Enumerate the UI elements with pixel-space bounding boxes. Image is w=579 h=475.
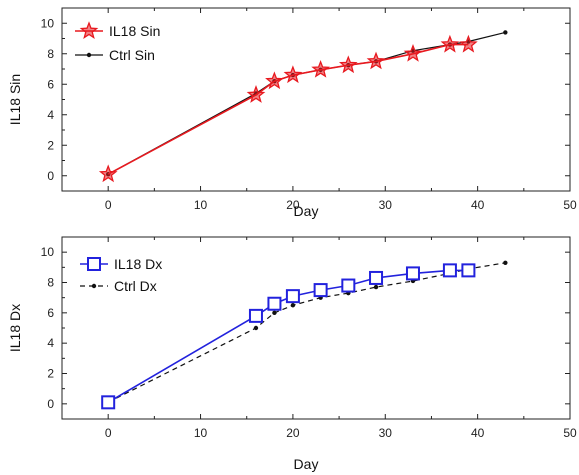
y-tick-label: 10 [41,16,55,30]
data-point [503,260,508,265]
data-point [267,296,282,311]
legend-label: Ctrl Dx [114,278,157,294]
legend-marker [79,21,99,39]
series-line-il18-sin [107,43,469,175]
y-tick-label: 0 [47,397,54,411]
data-point [311,59,330,78]
data-point [313,283,328,298]
y-tick-label: 4 [47,108,54,122]
legend-label: IL18 Sin [109,23,160,39]
data-point [248,308,263,323]
y-tick-label: 8 [47,47,54,61]
data-point [369,270,384,285]
x-tick-label: 50 [563,198,577,212]
legend-label: Ctrl Sin [109,47,155,63]
series-line-ctrl-dx [107,262,506,403]
data-point [272,310,277,316]
data-point [338,55,358,74]
legend-label: IL18 Dx [114,256,162,272]
data-point [461,263,476,278]
y-tick-label: 8 [47,276,54,290]
data-point [283,65,303,84]
legend-marker [87,257,101,271]
data-point [101,395,116,410]
x-tick-label: 20 [286,426,300,440]
y-tick-label: 6 [47,306,54,320]
data-point [403,43,423,62]
top-chart-panel: 0 10 20 30 40 50 0 2 4 6 8 10 Day IL18 Sin IL18 Sin Ctr… [7,7,577,219]
x-tick-label: 30 [379,426,393,440]
data-point [98,164,118,183]
x-tick-label: 30 [379,198,393,212]
x-tick-label: 0 [105,198,112,212]
data-point [366,51,386,70]
data-point [253,325,259,331]
y-axis-label: IL18 Dx [7,304,23,352]
series-line-il18-dx [107,269,469,403]
data-point [442,263,457,278]
data-point [503,30,508,35]
y-tick-label: 10 [41,245,55,259]
legend-marker [86,52,92,58]
y-tick-label: 2 [47,367,54,381]
y-tick-label: 2 [47,138,54,152]
x-tick-label: 40 [471,426,485,440]
legend-marker [91,283,97,289]
data-point [246,85,266,103]
x-tick-label: 10 [194,426,208,440]
bottom-chart-panel: 0 10 20 30 40 50 0 2 4 6 8 10 Day IL18 Dx IL18 Dx Ctrl … [7,236,577,472]
x-tick-label: 0 [105,426,112,440]
data-point [265,71,284,90]
y-tick-label: 0 [47,169,54,183]
x-tick-label: 50 [563,426,577,440]
data-point [373,284,379,290]
data-point [341,278,356,293]
x-tick-label: 20 [286,198,300,212]
x-axis-label: Day [294,203,319,219]
data-point [459,34,478,53]
x-tick-label: 10 [194,198,208,212]
data-point [290,303,296,308]
series-line-ctrl-sin [107,31,506,175]
y-tick-label: 6 [47,77,54,91]
y-tick-label: 4 [47,336,54,350]
x-tick-label: 40 [471,198,485,212]
x-axis-label: Day [294,456,319,472]
data-point [440,34,460,53]
data-point [405,266,420,281]
data-point [285,289,300,304]
y-axis-label: IL18 Sin [7,74,23,125]
